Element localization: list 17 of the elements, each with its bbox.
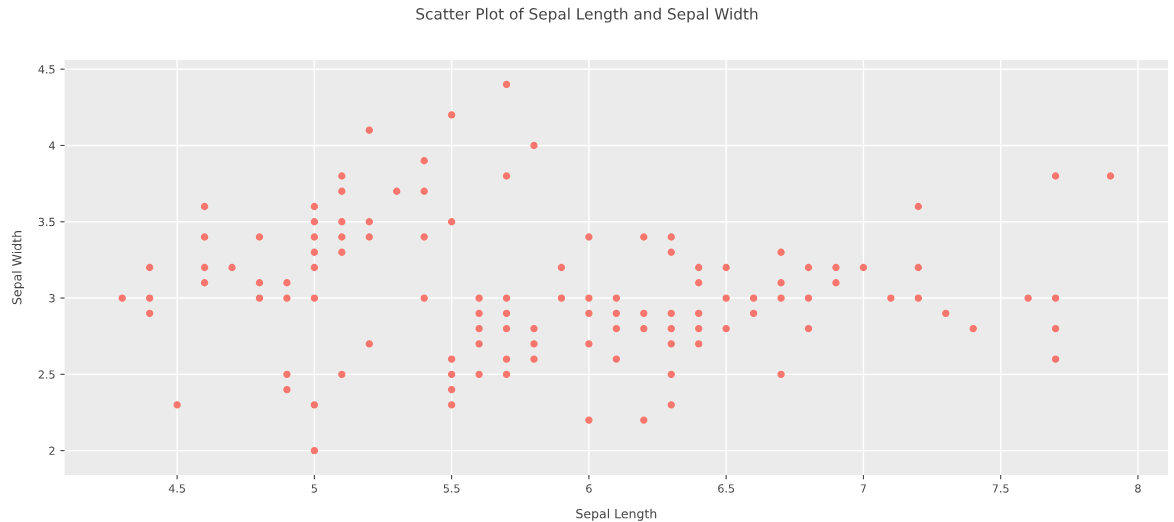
chart-title: Scatter Plot of Sepal Length and Sepal Width (416, 7, 758, 23)
x-tick-label: 6.5 (718, 484, 735, 493)
x-tick-label: 8 (1135, 484, 1141, 493)
y-axis-title: Sepal Width (11, 231, 24, 305)
y-tick-label: 4.5 (38, 65, 55, 74)
y-tick-label: 2.5 (38, 370, 55, 379)
x-tick-label: 5.5 (443, 484, 460, 493)
y-tick-label: 2 (49, 446, 55, 455)
x-tick-label: 4.5 (168, 484, 185, 493)
y-tick-label: 3.5 (38, 217, 55, 227)
x-axis-title: Sepal Length (576, 508, 657, 521)
x-tick-label: 6 (586, 484, 592, 493)
x-tick-label: 5 (311, 484, 317, 493)
x-tick-label: 7 (860, 484, 866, 493)
y-tick-label: 3 (49, 294, 55, 303)
x-tick-label: 7.5 (992, 484, 1009, 493)
y-tick-label: 4 (49, 141, 55, 150)
